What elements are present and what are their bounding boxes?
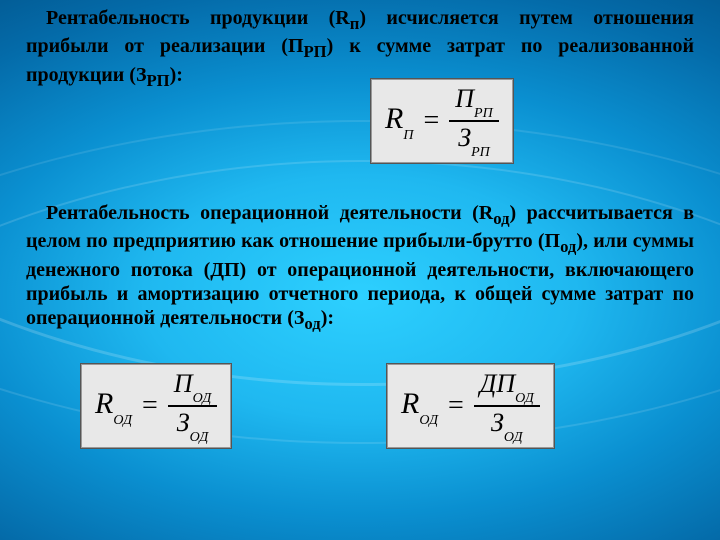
subscript: ОД xyxy=(504,430,523,445)
var: З xyxy=(177,408,190,437)
subscript: РП xyxy=(474,106,493,121)
subscript: п xyxy=(350,14,360,33)
equals-sign: = xyxy=(423,105,439,137)
slide: Рентабельность продукции (Rп) исчисляетс… xyxy=(0,0,720,540)
text: ): xyxy=(321,307,334,329)
subscript: ОД xyxy=(193,391,212,406)
var: З xyxy=(458,123,471,152)
subscript: ОД xyxy=(190,430,209,445)
var: R xyxy=(385,102,403,135)
formula-operating-profit: RОД = ПОД ЗОД xyxy=(80,363,232,449)
paragraph-1: Рентабельность продукции (Rп) исчисляетс… xyxy=(26,6,694,91)
equals-sign: = xyxy=(142,390,158,422)
equals-sign: = xyxy=(448,390,464,422)
var: ДП xyxy=(480,369,515,398)
var: R xyxy=(95,387,113,420)
content: Рентабельность продукции (Rп) исчисляетс… xyxy=(0,0,720,463)
var: П xyxy=(174,369,193,398)
formula-product-profitability: RП = ПРП ЗРП xyxy=(370,78,514,164)
subscript: ОД xyxy=(515,391,534,406)
subscript: РП xyxy=(304,42,327,61)
var: З xyxy=(491,408,504,437)
text: Рентабельность продукции (R xyxy=(46,7,350,29)
subscript: од xyxy=(493,209,509,228)
subscript: од xyxy=(560,237,576,256)
text: ): xyxy=(170,64,183,86)
formula-operating-cashflow: RОД = ДПОД ЗОД xyxy=(386,363,555,449)
text: Рентабельность операционной деятельности… xyxy=(46,202,493,224)
subscript: ОД xyxy=(419,413,438,428)
formula-row: RОД = ПОД ЗОД RОД = ДПОД xyxy=(26,353,694,463)
paragraph-2: Рентабельность операционной деятельности… xyxy=(26,201,694,335)
subscript: РП xyxy=(471,145,490,160)
subscript: ОД xyxy=(113,413,132,428)
var: П xyxy=(455,84,474,113)
var: R xyxy=(401,387,419,420)
subscript: РП xyxy=(147,71,170,90)
subscript: П xyxy=(403,128,413,143)
subscript: од xyxy=(304,314,320,333)
